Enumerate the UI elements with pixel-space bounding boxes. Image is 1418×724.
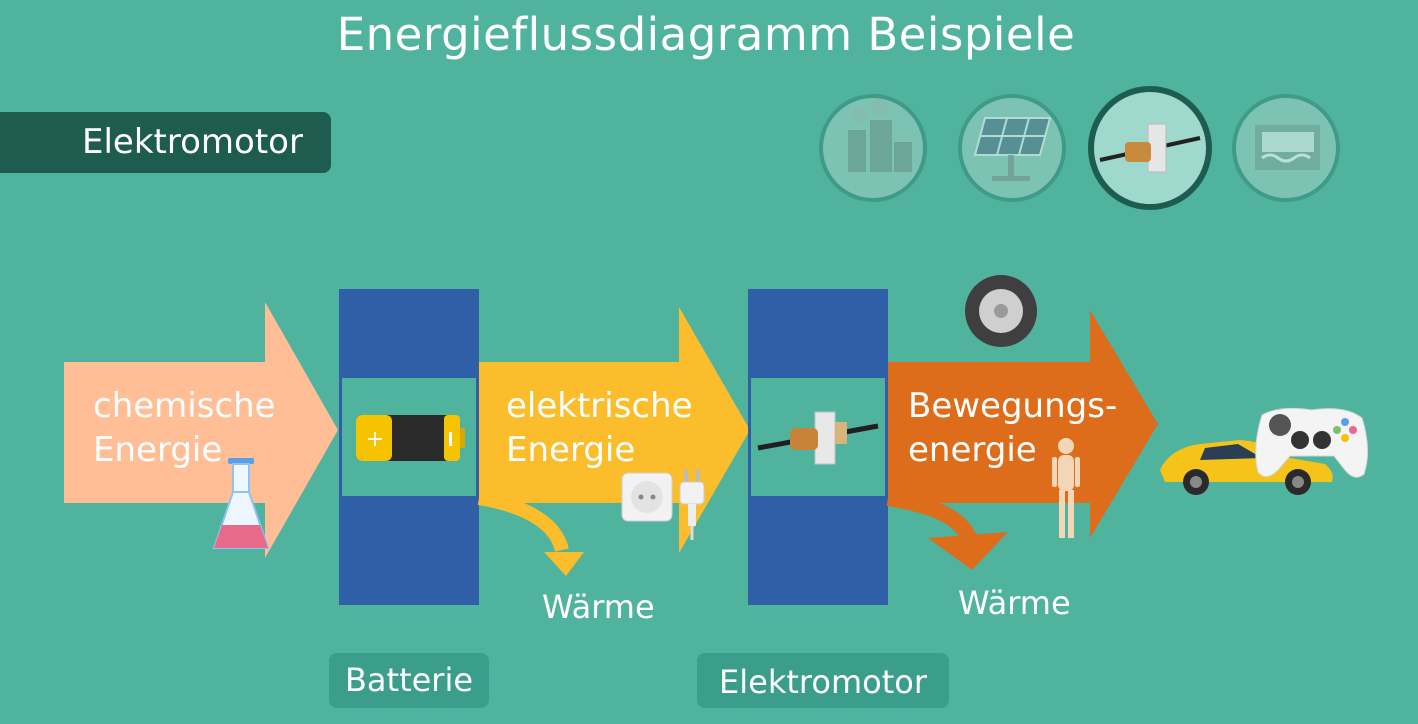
tire-icon [965, 275, 1037, 347]
svg-text:+: + [366, 427, 384, 452]
motor-label: Elektromotor [697, 653, 949, 708]
solar-panel-icon [973, 117, 1052, 181]
electric-motor-icon [757, 411, 879, 465]
heat-loss-left-head [544, 552, 584, 576]
thumbnail-solar[interactable] [958, 94, 1066, 202]
label-kinetic-energy-line1: Bewegungs- [908, 386, 1118, 426]
hydro-dam-icon [1255, 125, 1320, 170]
gamepad-icon [1255, 407, 1368, 478]
flask-icon [212, 458, 270, 549]
power-plant-icon [848, 99, 912, 172]
label-heat-loss-left: Wärme [542, 588, 655, 626]
arrow-chemical-energy [64, 302, 338, 558]
battery-icon: + [356, 415, 465, 461]
sports-car-icon [1160, 440, 1333, 495]
label-kinetic-energy-line2: energie [908, 430, 1037, 470]
thumbnail-hydro[interactable] [1232, 94, 1340, 202]
heat-loss-right-head [928, 532, 1008, 570]
section-tag: Elektromotor [0, 112, 331, 173]
page-title: Energieflussdiagramm Beispiele [336, 8, 1076, 61]
thumbnail-motor[interactable] [1088, 86, 1212, 210]
socket-icon [621, 472, 673, 522]
human-icon [1052, 438, 1080, 538]
thumbnail-power-plant[interactable] [819, 94, 927, 202]
label-chemical-energy-line2: Energie [93, 430, 223, 470]
label-electrical-energy-line1: elektrische [506, 386, 693, 426]
arrow-kinetic-energy [888, 310, 1158, 538]
label-heat-loss-right: Wärme [958, 584, 1071, 622]
label-chemical-energy-line1: chemische [93, 386, 276, 426]
label-electrical-energy-line2: Energie [506, 430, 636, 470]
electric-motor-icon [1099, 123, 1201, 173]
battery-label: Batterie [329, 653, 489, 708]
arrow-heat-loss-right [886, 490, 978, 544]
arrow-heat-loss-left [477, 491, 569, 553]
plug-icon [679, 470, 705, 540]
